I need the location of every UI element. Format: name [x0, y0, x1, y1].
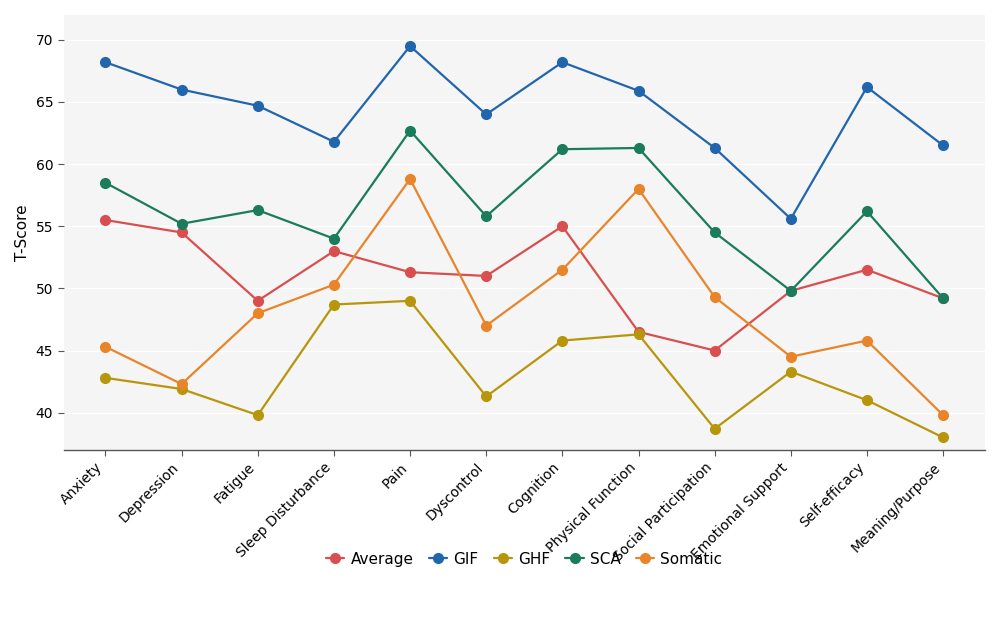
- Average: [480, 272, 492, 280]
- GIF: [99, 59, 111, 66]
- Average: [937, 294, 949, 302]
- GIF: [709, 144, 721, 152]
- Average: [709, 347, 721, 354]
- Average: [404, 268, 416, 276]
- GHF: [937, 434, 949, 441]
- Average: [633, 328, 645, 336]
- GIF: [480, 111, 492, 118]
- Line: Average: Average: [101, 215, 948, 356]
- Somatic: [937, 411, 949, 419]
- SCA: [328, 235, 340, 242]
- SCA: [99, 179, 111, 186]
- GIF: [861, 83, 873, 91]
- SCA: [633, 144, 645, 152]
- SCA: [861, 207, 873, 215]
- SCA: [709, 229, 721, 237]
- GHF: [785, 368, 797, 375]
- Somatic: [328, 281, 340, 289]
- Somatic: [633, 185, 645, 193]
- Average: [176, 229, 188, 237]
- GHF: [252, 411, 264, 419]
- Y-axis label: T-Score: T-Score: [15, 204, 30, 261]
- Somatic: [861, 336, 873, 344]
- Average: [556, 223, 568, 230]
- Somatic: [99, 343, 111, 350]
- SCA: [785, 287, 797, 294]
- GHF: [328, 301, 340, 308]
- Somatic: [556, 266, 568, 273]
- GIF: [328, 138, 340, 146]
- Line: Somatic: Somatic: [101, 174, 948, 420]
- GIF: [785, 215, 797, 223]
- GHF: [709, 425, 721, 432]
- SCA: [252, 206, 264, 214]
- GHF: [404, 297, 416, 305]
- Average: [785, 287, 797, 294]
- Line: GHF: GHF: [101, 296, 948, 443]
- GHF: [480, 392, 492, 400]
- Line: SCA: SCA: [101, 126, 948, 303]
- Average: [99, 216, 111, 224]
- GHF: [633, 331, 645, 338]
- GIF: [252, 102, 264, 109]
- Average: [861, 266, 873, 273]
- GIF: [404, 42, 416, 50]
- SCA: [556, 146, 568, 153]
- Somatic: [480, 322, 492, 329]
- SCA: [480, 212, 492, 220]
- Somatic: [252, 310, 264, 317]
- GIF: [633, 87, 645, 95]
- GIF: [556, 59, 568, 66]
- SCA: [937, 294, 949, 302]
- GIF: [176, 86, 188, 93]
- Somatic: [176, 380, 188, 388]
- Legend: Average, GIF, GHF, SCA, Somatic: Average, GIF, GHF, SCA, Somatic: [320, 546, 729, 573]
- GHF: [861, 396, 873, 404]
- GHF: [99, 374, 111, 382]
- Line: GIF: GIF: [101, 41, 948, 224]
- GHF: [176, 385, 188, 393]
- Average: [328, 247, 340, 255]
- SCA: [404, 127, 416, 134]
- Somatic: [709, 293, 721, 301]
- GIF: [937, 142, 949, 149]
- SCA: [176, 220, 188, 228]
- Somatic: [785, 353, 797, 361]
- GHF: [556, 336, 568, 344]
- Average: [252, 297, 264, 305]
- Somatic: [404, 175, 416, 183]
